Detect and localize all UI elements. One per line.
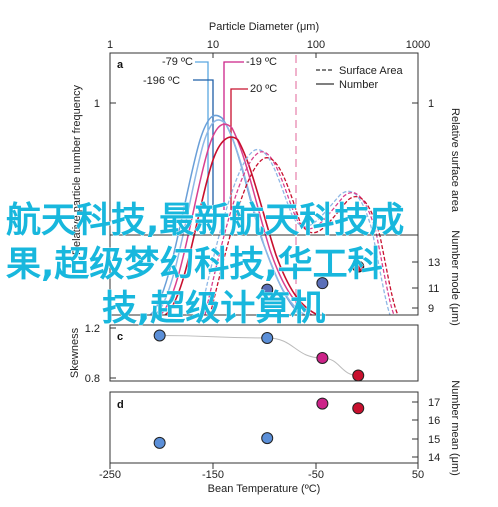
panel-b: 13 11 9 Number mode (μm) <box>109 230 461 326</box>
overlay-text: 航天科技,最新航天科技成 果,超级梦幻科技,华工科 技,超级计算机 <box>6 200 405 330</box>
leader-minus-196 <box>193 79 214 210</box>
bottom-tick-label: -150 <box>202 469 224 481</box>
annotation-minus-19: -19 ºC <box>246 56 277 68</box>
panel-c-frame <box>109 324 419 382</box>
overlay-line-1: 航天科技,最新航天科技成 <box>6 200 404 241</box>
legend-surface-area: Surface Area <box>339 65 403 77</box>
panel-d-ylabel: Number mean (μm) <box>449 380 461 476</box>
panel-d-points <box>153 397 365 449</box>
panel-c: c 1.2 0.8 Skewness <box>69 323 419 385</box>
panel-d-frame <box>109 391 419 464</box>
right-tick-label: 17 <box>428 397 440 409</box>
panel-b-frame <box>109 234 419 316</box>
overlay-line-3: 技,超级计算机 <box>102 289 325 329</box>
panel-c-letter: c <box>117 331 123 343</box>
series-curve-minus-19 <box>159 123 313 316</box>
leader-minus-79 <box>195 61 209 210</box>
data-point <box>261 432 274 445</box>
panel-b-points <box>261 260 365 296</box>
panel-b-ylabel: Number mode (μm) <box>449 230 461 326</box>
data-point <box>316 277 329 290</box>
bottom-tick-label: -50 <box>308 469 324 481</box>
top-tick-label: 10 <box>207 39 219 51</box>
panel-a-ylabel-left: Relative particle number frequency <box>71 85 83 255</box>
data-point <box>261 332 274 344</box>
top-tick-label: 100 <box>307 39 325 51</box>
panel-a: a 1 1 Relative particle number frequency… <box>71 52 461 316</box>
right-tick-label: 11 <box>428 283 439 295</box>
data-point <box>352 402 365 415</box>
top-axis-ticks: 1 10 100 1000 <box>107 39 430 51</box>
bottom-tick-label: 50 <box>412 469 424 481</box>
panel-c-ylabel: Skewness <box>69 327 81 378</box>
leader-20 <box>230 88 248 210</box>
data-point <box>261 283 274 296</box>
data-point <box>316 397 329 410</box>
left-tick-label: 1 <box>94 98 100 110</box>
panel-a-letter: a <box>117 59 124 71</box>
right-tick-label: 14 <box>428 452 440 464</box>
annotation-minus-79: -79 ºC <box>162 56 193 68</box>
bottom-axis: -250 -150 -50 50 Bean Temperature (ºC) <box>99 463 424 495</box>
right-tick-label: 13 <box>428 257 440 269</box>
panel-c-points <box>153 329 365 382</box>
panel-d-letter: d <box>117 399 124 411</box>
data-point <box>153 329 166 342</box>
right-tick-label: 9 <box>428 303 434 315</box>
annotation-minus-196: -196 ºC <box>143 75 180 87</box>
data-point <box>316 352 329 364</box>
annotation-20: 20 ºC <box>250 83 277 95</box>
right-tick-label: 16 <box>428 415 440 427</box>
panel-d: d 17 16 15 14 Number mean (μm) <box>109 380 461 476</box>
bottom-tick-label: -250 <box>99 469 121 481</box>
surface-curve-warm <box>204 151 395 316</box>
top-axis-title: Particle Diameter (μm) <box>209 21 319 33</box>
left-tick-label: 0.8 <box>85 373 100 385</box>
panel-a-ylabel-right: Relative surface area <box>449 108 461 213</box>
data-point <box>352 260 365 273</box>
top-tick-label: 1000 <box>406 39 430 51</box>
series-curve-20 <box>164 136 319 316</box>
left-tick-label: 1.2 <box>85 323 100 335</box>
data-point <box>352 369 365 382</box>
overlay-line-2: 果,超级梦幻科技,华工科 <box>6 245 383 285</box>
top-tick-label: 1 <box>107 39 113 51</box>
legend-number: Number <box>339 79 378 91</box>
panel-c-fit-line <box>159 335 359 376</box>
surface-curve-cool <box>199 149 391 316</box>
surface-curve-hot <box>209 157 399 316</box>
right-tick-label: 15 <box>428 434 440 446</box>
data-point <box>153 436 166 449</box>
right-tick-label: 1 <box>428 98 434 110</box>
bottom-axis-title: Bean Temperature (ºC) <box>208 483 321 495</box>
leader-minus-19 <box>223 61 244 210</box>
